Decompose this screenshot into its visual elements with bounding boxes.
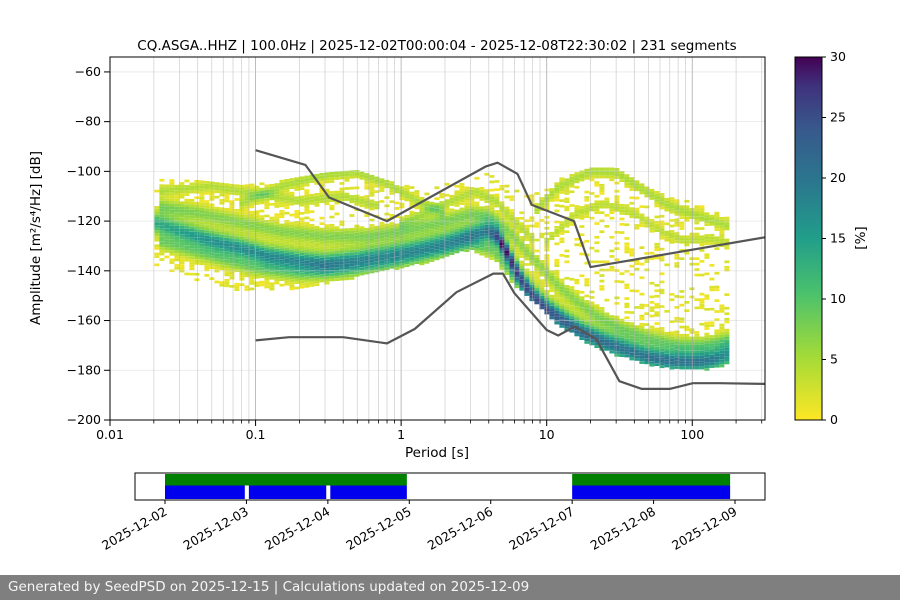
svg-text:−80: −80 [75,114,101,129]
psd-segment [572,485,731,499]
x-axis-label: Period [s] [405,445,469,461]
svg-text:100: 100 [680,427,704,442]
timeline-bar [134,472,766,501]
nhnm-noise-model-line [255,149,765,269]
svg-text:−100: −100 [67,163,101,178]
svg-text:−180: −180 [67,362,101,377]
date-tick-label: 2025-12-07 [506,504,576,553]
y-axis-label: Amplitude [m²/s⁴/Hz] [dB] [28,150,44,326]
date-tick-label: 2025-12-04 [262,504,332,553]
svg-text:10: 10 [830,291,846,306]
chart-title: CQ.ASGA..HHZ | 100.0Hz | 2025-12-02T00:0… [137,38,737,54]
svg-text:−140: −140 [67,263,101,278]
date-tick-label: 2025-12-09 [669,504,739,553]
psd-segment [330,485,407,499]
timeline-date-labels: 2025-12-02 2025-12-03 2025-12-04 2025-12-05… [99,500,740,553]
coverage-segment [165,474,407,486]
plot-axes: 0.01 0.1 1 10 100 −200 −180 −160 −140 −120 −100 −80… [67,56,766,442]
heatmap-cells [154,167,730,371]
svg-text:0: 0 [830,412,838,427]
svg-text:−200: −200 [67,412,101,427]
svg-text:15: 15 [830,231,846,246]
date-tick-label: 2025-12-02 [99,504,169,553]
ppsd-plot-canvas: 0.01 0.1 1 10 100−200−180−160−140−120−100−80… [67,49,846,553]
svg-text:−60: −60 [75,64,101,79]
date-tick-label: 2025-12-03 [181,504,251,553]
coverage-segment [572,474,731,486]
colorbar: 0 5 10 15 20 25 30 [794,49,846,427]
svg-text:30: 30 [830,49,846,64]
svg-text:−160: −160 [67,313,101,328]
date-tick-label: 2025-12-05 [343,504,413,553]
date-tick-label: 2025-12-06 [425,504,495,553]
nlnm-noise-model-line [255,272,765,390]
footer-status-bar: Generated by SeedPSD on 2025-12-15 | Cal… [0,575,900,600]
svg-text:1: 1 [397,427,405,442]
colorbar-label: [%] [853,226,869,250]
psd-segment [165,485,245,499]
date-tick-label: 2025-12-08 [588,504,658,553]
svg-text:10: 10 [539,427,555,442]
svg-text:0.01: 0.01 [96,427,124,442]
psd-segment [248,485,327,499]
svg-text:−120: −120 [67,213,101,228]
svg-text:0.1: 0.1 [246,427,266,442]
svg-text:25: 25 [830,110,846,125]
svg-text:20: 20 [830,170,846,185]
svg-text:5: 5 [830,352,838,367]
